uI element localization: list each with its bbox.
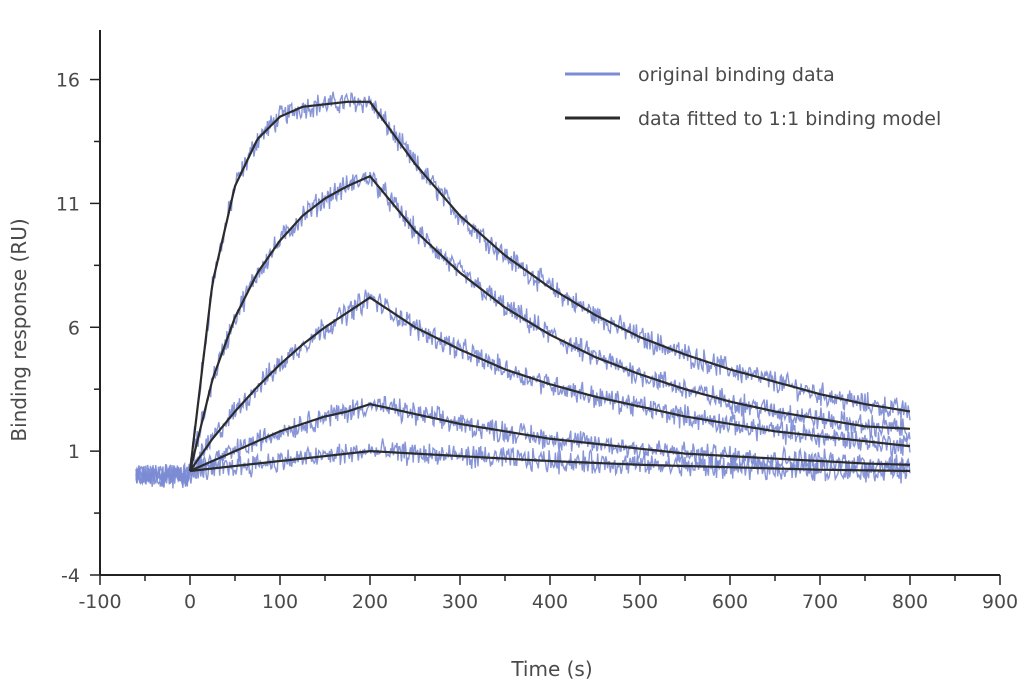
x-tick-label: -100 bbox=[78, 591, 121, 613]
fitted-curve-3 bbox=[189, 296, 911, 472]
x-tick-label: 200 bbox=[352, 591, 388, 613]
x-tick-label: 400 bbox=[532, 591, 568, 613]
fitted-curve-2 bbox=[188, 174, 911, 472]
raw-trace-1 bbox=[135, 91, 911, 487]
legend-label-original-data: original binding data bbox=[638, 64, 835, 86]
fitted-curve-4 bbox=[189, 402, 911, 473]
x-tick-label: 900 bbox=[982, 591, 1018, 613]
raw-trace-4 bbox=[135, 396, 911, 488]
x-tick-label: 800 bbox=[892, 591, 928, 613]
raw-trace-3 bbox=[135, 289, 911, 489]
y-tick-label: 11 bbox=[56, 193, 80, 215]
fitted-curve-5 bbox=[189, 449, 911, 473]
raw-trace-5 bbox=[135, 438, 911, 488]
legend-label-fitted-model: data fitted to 1:1 binding model bbox=[638, 108, 941, 130]
y-tick-label: 1 bbox=[68, 441, 80, 463]
y-tick-label: 16 bbox=[56, 70, 80, 92]
x-tick-label: 100 bbox=[262, 591, 298, 613]
y-axis-label: Binding response (RU) bbox=[7, 218, 31, 441]
y-tick-label: 6 bbox=[68, 317, 80, 339]
raw-data-layer bbox=[135, 91, 911, 489]
fitted-curve-layer bbox=[188, 100, 911, 473]
fitted-curve-1 bbox=[188, 100, 911, 472]
y-tick-label: -4 bbox=[61, 565, 80, 587]
x-tick-label: 0 bbox=[184, 591, 196, 613]
x-axis-label: Time (s) bbox=[510, 657, 592, 681]
x-tick-label: 500 bbox=[622, 591, 658, 613]
x-tick-label: 700 bbox=[802, 591, 838, 613]
raw-trace-2 bbox=[135, 171, 911, 489]
x-tick-label: 600 bbox=[712, 591, 748, 613]
x-tick-label: 300 bbox=[442, 591, 478, 613]
legend: original binding data data fitted to 1:1… bbox=[565, 64, 941, 130]
